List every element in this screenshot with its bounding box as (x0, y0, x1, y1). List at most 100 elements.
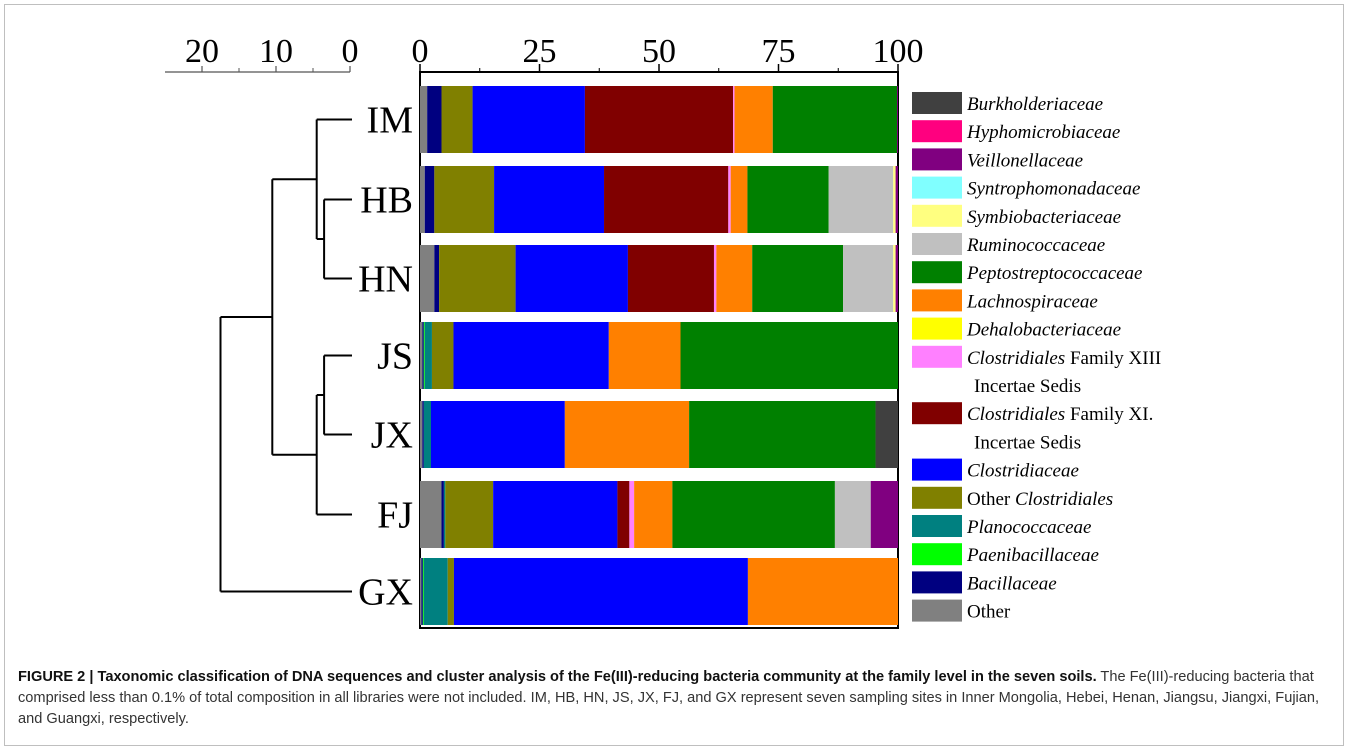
legend-label-veillonellaceae: Veillonellaceae (967, 150, 1083, 171)
site-label-hb: HB (360, 180, 413, 222)
bar-segment-IM-bacillaceae (427, 86, 442, 153)
figure-frame (4, 4, 1344, 746)
legend-swatch-clostridiales-family-xi- (912, 402, 962, 425)
legend-swatch-hyphomicrobiaceae (912, 120, 962, 143)
bar-segment-HN-ruminococcaceae (843, 245, 894, 312)
bar-axis: 0 25 50 75 100 (412, 33, 924, 73)
bar-segment-JS-other (420, 322, 423, 389)
site-label-fj: FJ (377, 495, 413, 537)
bar-segment-JS-other-clostridiales (431, 322, 454, 389)
site-label-js: JS (377, 336, 413, 378)
bar-segment-JS-paenibacillaceae (423, 322, 425, 389)
legend-swatch-other-clostridiales (912, 486, 962, 509)
bar-segment-JX-clostridiaceae (430, 401, 565, 468)
caption-title: FIGURE 2 | Taxonomic classification of D… (18, 669, 1097, 685)
bar-segment-HN-lachnospiraceae (716, 245, 753, 312)
figure-caption: FIGURE 2 | Taxonomic classification of D… (18, 667, 1333, 730)
legend-label-symbiobacteriaceae: Symbiobacteriaceae (967, 207, 1121, 228)
site-label-im: IM (367, 100, 413, 142)
legend-swatch-paenibacillaceae (912, 543, 962, 566)
bar-segment-IM-other (420, 86, 428, 153)
bar-segment-JS-lachnospiraceae (608, 322, 681, 389)
legend-label-clostridiales-family-xiii-line2: Incertae Sedis (974, 376, 1081, 397)
legend-label-syntrophomonadaceae: Syntrophomonadaceae (967, 179, 1140, 200)
bar-segment-IM-peptostreptococcaceae (772, 86, 898, 153)
legend: Burkholderiaceae Hyphomicrobiaceae Veillon… (912, 92, 1161, 623)
legend-swatch-peptostreptococcaceae (912, 261, 962, 284)
bar-segment-GX-paenibacillaceae (422, 558, 424, 625)
bar-axis-tick-label: 75 (762, 33, 796, 70)
legend-label-clostridiaceae: Clostridiaceae (967, 461, 1079, 482)
bar-segment-FJ-lachnospiraceae (634, 481, 673, 548)
legend-swatch-lachnospiraceae (912, 289, 962, 312)
bar-segment-FJ-clostridiales-family-xiii-incertae-sedis (629, 481, 635, 548)
legend-label-paenibacillaceae: Paenibacillaceae (966, 545, 1099, 566)
legend-swatch-planococcaceae (912, 515, 962, 537)
bar-segment-JX-planococcaceae (423, 401, 431, 468)
stacked-bars (419, 71, 899, 629)
bar-segment-JX-lachnospiraceae (564, 401, 690, 468)
legend-label-clostridiales-family-xi--line2: Incertae Sedis (974, 432, 1081, 453)
bar-segment-GX-bacillaceae (421, 558, 423, 625)
bar-segment-FJ-planococcaceae (443, 481, 446, 548)
bar-segment-IM-other-clostridiales (441, 86, 473, 153)
bar-segment-HN-clostridiales-family-xiii-incertae-sedis (713, 245, 717, 312)
bar-segment-FJ-bacillaceae (441, 481, 444, 548)
bar-segment-HB-clostridiaceae (494, 166, 605, 233)
bar-segment-JX-peptostreptococcaceae (689, 401, 876, 468)
bar-axis-tick-label: 100 (873, 33, 924, 70)
bar-segment-HB-clostridiales-family-xiii-incertae-sedis (728, 166, 731, 233)
bar-segment-FJ-other (420, 481, 442, 548)
dendrogram-axis: 20 10 0 (165, 33, 359, 73)
bar-segment-FJ-other-clostridiales (445, 481, 494, 548)
bar-segment-JS-peptostreptococcaceae (680, 322, 898, 389)
legend-swatch-other (912, 599, 962, 622)
bar-segment-HB-peptostreptococcaceae (747, 166, 829, 233)
bar-segment-FJ-peptostreptococcaceae (672, 481, 835, 548)
bar-segment-GX-lachnospiraceae (747, 558, 898, 625)
bar-segment-HN-clostridiaceae (515, 245, 628, 312)
bar-segment-HB-ruminococcaceae (828, 166, 894, 233)
bar-segment-JX-bacillaceae (422, 401, 424, 468)
dendrogram-axis-tick-label: 20 (185, 33, 219, 70)
bar-segment-HB-veillonellaceae (895, 166, 898, 233)
legend-swatch-bacillaceae (912, 571, 962, 594)
legend-swatch-syntrophomonadaceae (912, 176, 962, 199)
bar-segment-HN-veillonellaceae (895, 245, 898, 312)
dendrogram-axis-tick-label: 10 (259, 33, 293, 70)
site-labels: IM HB HN JS JX FJ GX (358, 100, 413, 614)
bar-segment-HB-other-clostridiales (434, 166, 495, 233)
caption-body: The Fe(III)-reducing bacteria that compr… (18, 669, 1320, 727)
bar-segment-IM-clostridiales-family-xi-incertae-sedis (584, 86, 734, 153)
bar-segment-FJ-clostridiales-family-xi-incertae-sedis (617, 481, 630, 548)
legend-label-dehalobacteriaceae: Dehalobacteriaceae (966, 320, 1121, 341)
bar-segment-FJ-clostridiaceae (493, 481, 618, 548)
legend-swatch-clostridiaceae (912, 458, 962, 481)
bar-segment-HN-bacillaceae (434, 245, 440, 312)
legend-swatch-clostridiales-family-xiii (912, 345, 962, 368)
bar-axis-tick-label: 0 (412, 33, 429, 70)
dendrogram (219, 118, 352, 593)
legend-label-hyphomicrobiaceae: Hyphomicrobiaceae (966, 122, 1120, 143)
bar-segment-JS-clostridiaceae (453, 322, 609, 389)
legend-label-peptostreptococcaceae: Peptostreptococcaceae (966, 263, 1143, 284)
bar-axis-tick-label: 25 (523, 33, 557, 70)
bar-axis-tick-label: 50 (642, 33, 676, 70)
legend-label-other-clostridiales: Other Clostridiales (967, 489, 1113, 510)
bar-segment-IM-lachnospiraceae (734, 86, 773, 153)
bar-segment-GX-clostridiaceae (453, 558, 748, 625)
bar-segment-HB-lachnospiraceae (730, 166, 748, 233)
legend-swatch-symbiobacteriaceae (912, 204, 962, 227)
bar-segment-JX-other (420, 401, 423, 468)
legend-swatch-burkholderiaceae (912, 92, 962, 114)
bar-segment-JS-planococcaceae (424, 322, 432, 389)
legend-swatch-dehalobacteriaceae (912, 317, 962, 340)
legend-swatch-ruminococcaceae (912, 233, 962, 255)
bar-segment-HN-clostridiales-family-xi-incertae-sedis (627, 245, 714, 312)
bar-segment-HB-clostridiales-family-xi-incertae-sedis (604, 166, 729, 233)
site-label-gx: GX (358, 572, 413, 614)
bar-segment-HB-symbiobacteriaceae (893, 166, 896, 233)
bar-segment-FJ-veillonellaceae (870, 481, 898, 548)
bar-segment-GX-other-clostridiales (447, 558, 454, 625)
